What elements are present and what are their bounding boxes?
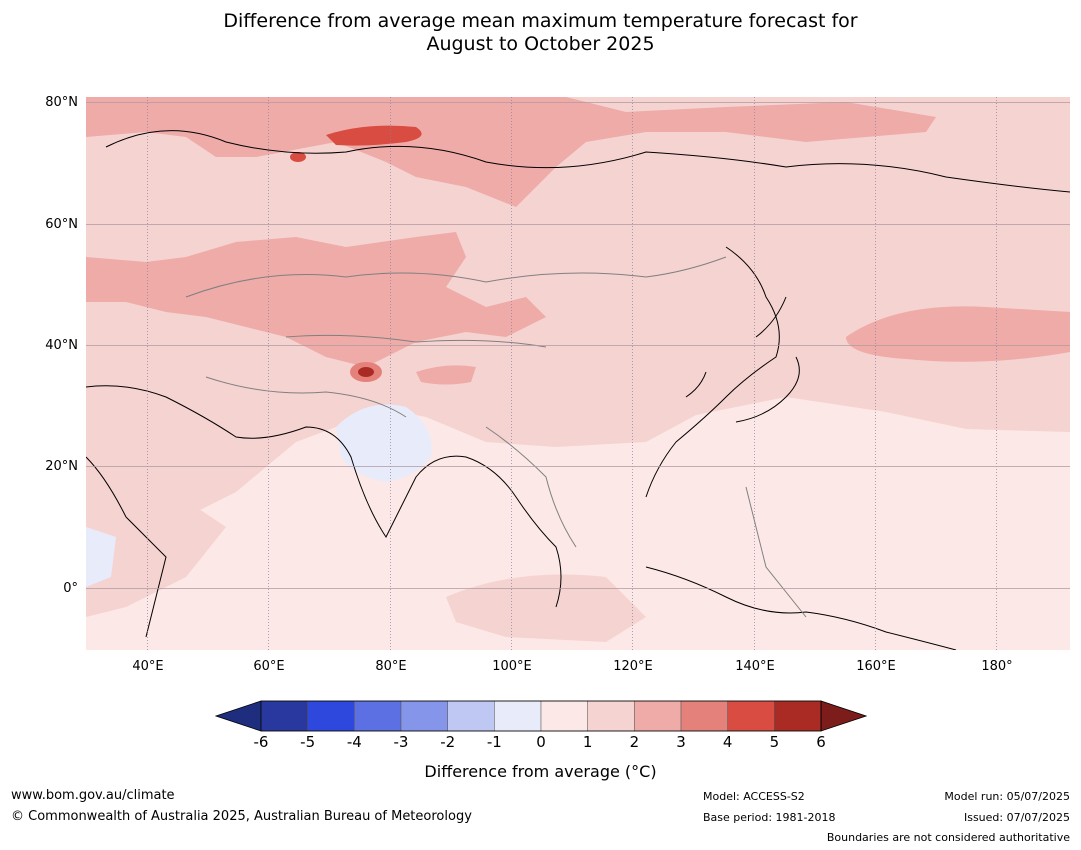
footer-copyright: © Commonwealth of Australia 2025, Austra…: [11, 809, 472, 824]
map-title: Difference from average mean maximum tem…: [0, 10, 1081, 56]
footer-model-run: Model run: 05/07/2025: [944, 790, 1070, 803]
colorbar-tick-label: 0: [536, 733, 546, 751]
anomaly-band-2-3-north: [86, 97, 936, 207]
anomaly-band-2-3-tibet: [416, 365, 476, 385]
anomaly-band-1-2-indian-ocean: [446, 574, 646, 642]
lat-label-20n: 20°N: [45, 459, 78, 474]
forecast-map: [86, 97, 1070, 650]
colorbar: [215, 700, 867, 732]
colorbar-segment: [447, 700, 495, 732]
anomaly-hotspot-russia: [326, 125, 422, 146]
footer-disclaimer: Boundaries are not considered authoritat…: [826, 831, 1070, 844]
colorbar-segment: [774, 700, 822, 732]
colorbar-tick-label: -1: [486, 733, 502, 751]
lat-label-0: 0°: [63, 581, 78, 596]
lon-label-180: 180°: [981, 659, 1013, 674]
colorbar-tick-label: 5: [769, 733, 780, 751]
colorbar-segment: [587, 700, 635, 732]
anomaly-hotspot-karakoram-core: [358, 367, 374, 377]
colorbar-tick-label: -5: [300, 733, 316, 751]
colorbar-outline: [260, 700, 822, 732]
meridians: [147, 97, 997, 650]
lon-label-100e: 100°E: [492, 659, 532, 674]
colorbar-segment: [727, 700, 775, 732]
colorbar-tick-label: 2: [629, 733, 640, 751]
colorbar-tick-label: -3: [393, 733, 409, 751]
colorbar-segment: [260, 700, 308, 732]
colorbar-segment: [634, 700, 682, 732]
lon-label-60e: 60°E: [253, 659, 285, 674]
colorbar-segment: [400, 700, 448, 732]
colorbar-segment: [680, 700, 728, 732]
anomaly-band-1-2-africa: [86, 507, 226, 617]
colorbar-tick-label: -6: [253, 733, 269, 751]
colorbar-segment: [354, 700, 402, 732]
footer-base-period: Base period: 1981-2018: [703, 811, 836, 824]
lon-label-160e: 160°E: [856, 659, 896, 674]
colorbar-label: Difference from average (°C): [424, 762, 657, 781]
colorbar-tick-label: 1: [582, 733, 593, 751]
colorbar-tick-label: -4: [346, 733, 362, 751]
anomaly-band-1-2: [86, 97, 1070, 542]
title-line-1: Difference from average mean maximum tem…: [223, 10, 858, 32]
map-canvas: [86, 97, 1070, 650]
colorbar-tick-label: 4: [722, 733, 733, 751]
country-borders: [185, 256, 807, 618]
lat-label-80n: 80°N: [45, 95, 78, 110]
lon-label-40e: 40°E: [132, 659, 164, 674]
lon-label-140e: 140°E: [735, 659, 775, 674]
lon-label-120e: 120°E: [613, 659, 653, 674]
colorbar-segment: [494, 700, 542, 732]
lat-label-60n: 60°N: [45, 217, 78, 232]
parallels: [86, 102, 1070, 589]
anomaly-cool-india: [336, 404, 432, 482]
colorbar-segment: [307, 700, 355, 732]
coastlines: [86, 130, 1070, 650]
anomaly-hotspot-scandinavia: [290, 152, 306, 162]
colorbar-tick-label: 3: [676, 733, 686, 751]
footer-model: Model: ACCESS-S2: [703, 790, 805, 803]
anomaly-band-2-3-central-asia: [86, 232, 546, 367]
lat-label-40n: 40°N: [45, 338, 78, 353]
footer-website: www.bom.gov.au/climate: [11, 788, 175, 803]
anomaly-cool-east-africa: [86, 527, 116, 587]
anomaly-band-2-3-north-pacific: [846, 306, 1070, 362]
colorbar-tick-label: 6: [816, 733, 826, 751]
colorbar-segment: [540, 700, 588, 732]
colorbar-tick-label: -2: [440, 733, 456, 751]
footer-issued: Issued: 07/07/2025: [963, 811, 1070, 824]
colorbar-over-triangle: [820, 700, 867, 732]
colorbar-under-triangle: [215, 700, 262, 732]
title-line-2: August to October 2025: [426, 33, 655, 55]
lon-label-80e: 80°E: [375, 659, 407, 674]
